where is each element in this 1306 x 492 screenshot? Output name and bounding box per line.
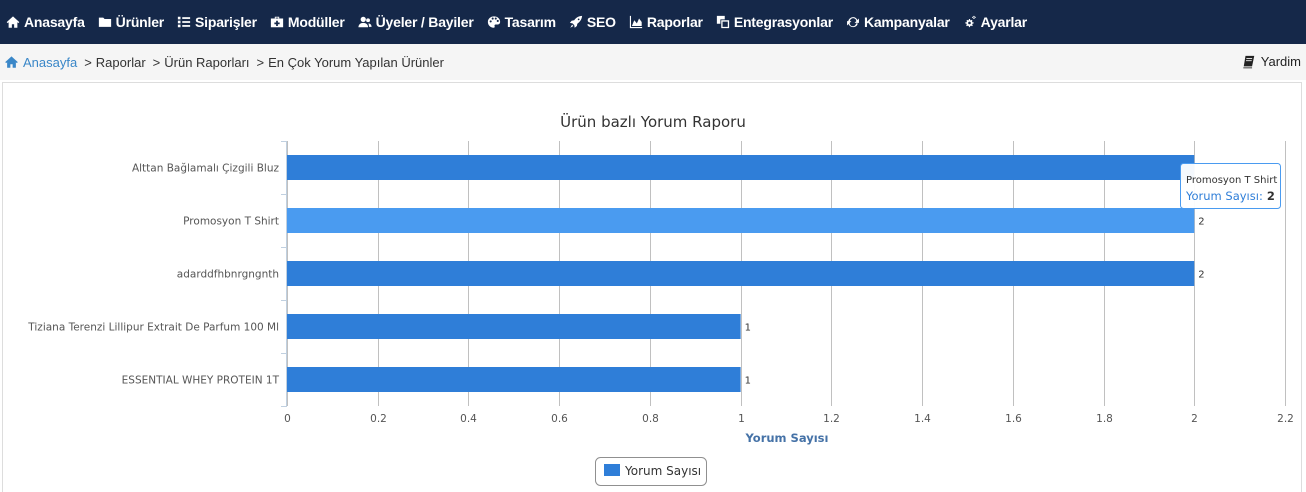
x-tick-label: 1.2: [823, 413, 840, 425]
x-tick-label: 0: [284, 413, 291, 425]
home-icon: [5, 56, 18, 68]
chart-panel: Ürün bazlı Yorum Raporu Alttan Bağlamalı…: [2, 82, 1302, 492]
nav-label: Ayarlar: [980, 14, 1028, 30]
nav-item-seo[interactable]: SEO: [569, 14, 616, 30]
nav-item-uyeler-bayiler[interactable]: Üyeler / Bayiler: [358, 14, 474, 30]
nav-label: Tasarım: [504, 14, 556, 30]
list-icon: [177, 15, 191, 29]
medkit-icon: [270, 15, 284, 29]
chart-bar[interactable]: [287, 367, 741, 392]
chart-data-labels: 2 2 1 1: [745, 217, 1205, 387]
y-category-label: Promosyon T Shirt: [183, 216, 279, 228]
nav-item-siparisler[interactable]: Siparişler: [177, 14, 257, 30]
nav-item-anasayfa[interactable]: Anasayfa: [6, 14, 85, 30]
top-navigation: Anasayfa Ürünler Siparişler Modüller Üye…: [0, 0, 1306, 44]
x-tick-label: 0.4: [460, 413, 477, 425]
breadcrumb-item-raporlar[interactable]: Raporlar: [95, 54, 146, 70]
rocket-icon: [569, 15, 583, 29]
legend-box: [595, 457, 707, 486]
x-tick-label: 0.8: [642, 413, 659, 425]
nav-label: Raporlar: [646, 14, 703, 30]
nav-item-urunler[interactable]: Ürünler: [98, 14, 164, 30]
bar-data-label: 1: [745, 323, 751, 334]
tooltip-series: Yorum Sayısı: [1185, 189, 1259, 203]
breadcrumb-separator: >: [84, 54, 92, 70]
x-tick-label: 2.2: [1277, 413, 1294, 425]
y-category-label: Alttan Bağlamalı Çizgili Bluz: [132, 163, 280, 175]
nav-item-kampanyalar[interactable]: Kampanyalar: [846, 14, 950, 30]
chart-bar[interactable]: [287, 314, 741, 339]
nav-label: Ürünler: [115, 14, 165, 30]
breadcrumb-home[interactable]: Anasayfa: [4, 55, 77, 70]
y-category-label: ESSENTIAL WHEY PROTEIN 1T: [122, 375, 280, 387]
x-axis-title: Yorum Sayısı: [745, 431, 829, 445]
x-tick-label: 0.2: [370, 413, 387, 425]
chart-legend[interactable]: Yorum Sayısı: [595, 457, 707, 486]
nav-item-entegrasyonlar[interactable]: Entegrasyonlar: [716, 14, 833, 30]
x-tick-label: 1.4: [914, 413, 931, 425]
palette-icon: [487, 15, 501, 29]
chart-tick-labels: 0 0.2 0.4 0.6 0.8 1 1.2 1.4 1.6 1.8 2 2.2: [284, 413, 1294, 425]
chart-tooltip: Promosyon T Shirt Yorum Sayısı: 2: [1180, 163, 1281, 209]
x-tick-label: 1.8: [1096, 413, 1113, 425]
clone-icon: [716, 15, 730, 29]
nav-item-moduller[interactable]: Modüller: [270, 14, 345, 30]
legend-label[interactable]: Yorum Sayısı: [624, 464, 701, 478]
bar-data-label: 2: [1198, 217, 1204, 228]
nav-item-tasarim[interactable]: Tasarım: [487, 14, 556, 30]
legend-swatch: [604, 464, 620, 476]
help-label: Yardim: [1260, 54, 1301, 69]
home-icon: [6, 15, 20, 29]
tooltip-box: [1180, 163, 1281, 209]
nav-label: Kampanyalar: [863, 14, 950, 30]
chart-category-labels: Alttan Bağlamalı Çizgili Bluz Promosyon T…: [27, 163, 279, 387]
cogs-icon: [963, 15, 977, 29]
chart-bar[interactable]: [287, 155, 1195, 180]
chart-bar[interactable]: [287, 208, 1195, 233]
chart-title: Ürün bazlı Yorum Raporu: [560, 112, 746, 131]
refresh-icon: [846, 15, 860, 29]
chart-bar[interactable]: [287, 261, 1195, 286]
x-tick-label: 2: [1191, 413, 1198, 425]
bar-data-label: 2: [1198, 270, 1204, 281]
nav-label: Siparişler: [195, 14, 257, 30]
breadcrumb-separator: >: [152, 54, 161, 70]
nav-label: Üyeler / Bayiler: [375, 14, 474, 30]
nav-label: Anasayfa: [24, 14, 85, 30]
help-link[interactable]: Yardim: [1242, 54, 1301, 69]
x-tick-label: 1.6: [1005, 413, 1022, 425]
comment-report-chart: Ürün bazlı Yorum Raporu Alttan Bağlamalı…: [27, 112, 1294, 486]
nav-item-ayarlar[interactable]: Ayarlar: [963, 14, 1027, 30]
tooltip-sep: :: [1259, 189, 1263, 203]
area-chart-icon: [629, 15, 643, 29]
y-category-label: adarddfhbnrgngnth: [177, 269, 279, 281]
nav-label: Entegrasyonlar: [733, 14, 833, 30]
breadcrumb-home-label: Anasayfa: [23, 54, 78, 70]
chart-bars: [287, 155, 1195, 392]
breadcrumb-separator: >: [256, 54, 265, 70]
nav-label: Modüller: [287, 14, 345, 30]
nav-label: SEO: [586, 14, 616, 30]
breadcrumb-item-urun-raporlari[interactable]: Ürün Raporları: [164, 54, 250, 70]
y-category-label: Tiziana Terenzi Lillipur Extrait De Parf…: [27, 322, 279, 334]
breadcrumb-item-current: En Çok Yorum Yapılan Ürünler: [268, 54, 444, 70]
breadcrumb: Anasayfa > Raporlar > Ürün Raporları > E…: [0, 44, 1306, 80]
tooltip-category: Promosyon T Shirt: [1186, 175, 1277, 186]
book-icon: [1243, 55, 1255, 68]
users-icon: [358, 15, 372, 29]
folder-icon: [98, 15, 112, 29]
nav-item-raporlar[interactable]: Raporlar: [629, 14, 703, 30]
tooltip-value: 2: [1267, 189, 1275, 203]
bar-data-label: 1: [745, 376, 751, 387]
tooltip-value-line: Yorum Sayısı: 2: [1185, 189, 1275, 203]
x-tick-label: 1: [738, 413, 745, 425]
x-tick-label: 0.6: [551, 413, 568, 425]
